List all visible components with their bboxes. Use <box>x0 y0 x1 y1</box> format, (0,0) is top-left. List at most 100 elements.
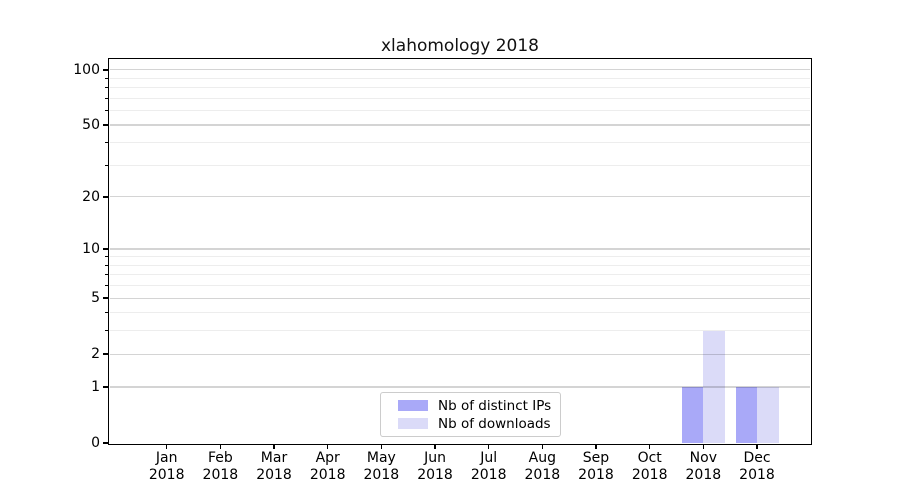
x-tick-mark <box>327 445 329 449</box>
gridline-minor <box>110 164 810 166</box>
x-tick-month: Mar <box>260 450 288 466</box>
x-tick-label: Aug 2018 <box>512 450 572 484</box>
y-tick-mark <box>103 124 109 126</box>
x-tick-label: Mar 2018 <box>244 450 304 484</box>
y-tick-mark <box>103 353 109 355</box>
x-tick-month: Sep <box>582 450 610 466</box>
y-tick-label: 20 <box>82 188 100 205</box>
y-minor-tick-mark <box>105 77 109 79</box>
x-tick-year: 2018 <box>363 467 400 483</box>
x-tick-mark <box>649 445 651 449</box>
x-tick-month: Jan <box>155 450 178 466</box>
gridline-minor <box>110 97 810 99</box>
y-tick-mark <box>103 297 109 299</box>
y-minor-tick-mark <box>105 285 109 287</box>
gridline-minor <box>110 87 810 89</box>
bars-layer <box>110 60 810 443</box>
gridline-minor <box>110 274 810 276</box>
gridline-major <box>110 124 810 126</box>
x-tick-month: Oct <box>637 450 662 466</box>
y-minor-tick-mark <box>105 330 109 332</box>
y-minor-tick-mark <box>105 142 109 144</box>
x-tick-year: 2018 <box>148 467 185 483</box>
y-minor-tick-mark <box>105 97 109 99</box>
x-tick-month: Jun <box>424 450 446 466</box>
bar <box>703 330 725 443</box>
bar <box>757 386 779 443</box>
x-tick-mark <box>219 445 221 449</box>
gridline-minor <box>110 312 810 314</box>
x-tick-year: 2018 <box>631 467 668 483</box>
gridline-major <box>110 297 810 299</box>
x-tick-label: Oct 2018 <box>620 450 680 484</box>
gridline-minor <box>110 142 810 144</box>
x-tick-year: 2018 <box>685 467 722 483</box>
legend-swatch <box>398 400 428 411</box>
x-tick-month: May <box>366 450 396 466</box>
y-tick-mark <box>103 442 109 444</box>
x-tick-mark <box>434 445 436 449</box>
x-tick-label: Apr 2018 <box>298 450 358 484</box>
y-minor-tick-mark <box>105 274 109 276</box>
y-tick-label: 0 <box>91 435 100 451</box>
x-tick-year: 2018 <box>739 467 775 483</box>
bar <box>735 386 757 443</box>
gridline-minor <box>110 285 810 287</box>
x-tick-mark <box>595 445 597 449</box>
gridline-minor <box>110 110 810 112</box>
legend-swatch <box>398 418 428 429</box>
x-tick-month: Aug <box>528 450 557 466</box>
y-tick-label: 5 <box>91 290 100 307</box>
y-minor-tick-mark <box>105 87 109 89</box>
y-minor-tick-mark <box>105 164 109 166</box>
gridline-minor <box>110 77 810 79</box>
x-tick-mark <box>166 445 168 449</box>
x-tick-mark <box>273 445 275 449</box>
y-tick-mark <box>103 69 109 71</box>
gridline-major <box>110 196 810 198</box>
legend: Nb of distinct IPs Nb of downloads <box>380 392 561 437</box>
y-minor-tick-mark <box>105 256 109 258</box>
y-tick-label: 50 <box>82 117 100 134</box>
x-tick-year: 2018 <box>417 467 453 483</box>
bar <box>681 386 704 443</box>
x-tick-label: Jun 2018 <box>405 450 465 484</box>
y-tick-label: 10 <box>82 241 100 258</box>
gridline-minor <box>110 256 810 258</box>
legend-item: Nb of downloads <box>398 415 560 432</box>
plot-area <box>110 60 810 443</box>
y-minor-tick-mark <box>105 264 109 266</box>
y-tick-mark <box>103 386 109 388</box>
x-tick-label: Feb 2018 <box>190 450 250 484</box>
y-minor-tick-mark <box>105 110 109 112</box>
gridlines-layer <box>110 60 810 443</box>
x-tick-year: 2018 <box>309 467 346 483</box>
x-tick-year: 2018 <box>202 467 239 483</box>
x-tick-month: Jul <box>480 450 498 466</box>
x-tick-label: May 2018 <box>351 450 411 484</box>
x-tick-label: Sep 2018 <box>566 450 626 484</box>
legend-label: Nb of distinct IPs <box>438 397 552 414</box>
x-tick-mark <box>756 445 758 449</box>
x-tick-label: Dec 2018 <box>727 450 787 484</box>
x-tick-label: Jul 2018 <box>459 450 519 484</box>
y-tick-mark <box>103 248 109 250</box>
y-tick-label: 1 <box>91 378 100 395</box>
x-tick-label: Nov 2018 <box>673 450 733 484</box>
gridline-minor <box>110 264 810 266</box>
x-tick-year: 2018 <box>578 467 614 483</box>
chart-title: xlahomology 2018 <box>381 36 539 56</box>
x-tick-label: Jan 2018 <box>137 450 197 484</box>
legend-label: Nb of downloads <box>438 415 551 432</box>
gridline-major <box>110 386 810 388</box>
x-tick-month: Apr <box>315 450 340 466</box>
gridline-major <box>110 248 810 250</box>
x-tick-year: 2018 <box>470 467 507 483</box>
x-tick-mark <box>541 445 543 449</box>
x-tick-month: Feb <box>207 450 233 466</box>
gridline-major <box>110 69 810 71</box>
y-tick-label: 2 <box>91 346 100 363</box>
x-tick-month: Dec <box>743 450 771 466</box>
x-tick-mark <box>380 445 382 449</box>
